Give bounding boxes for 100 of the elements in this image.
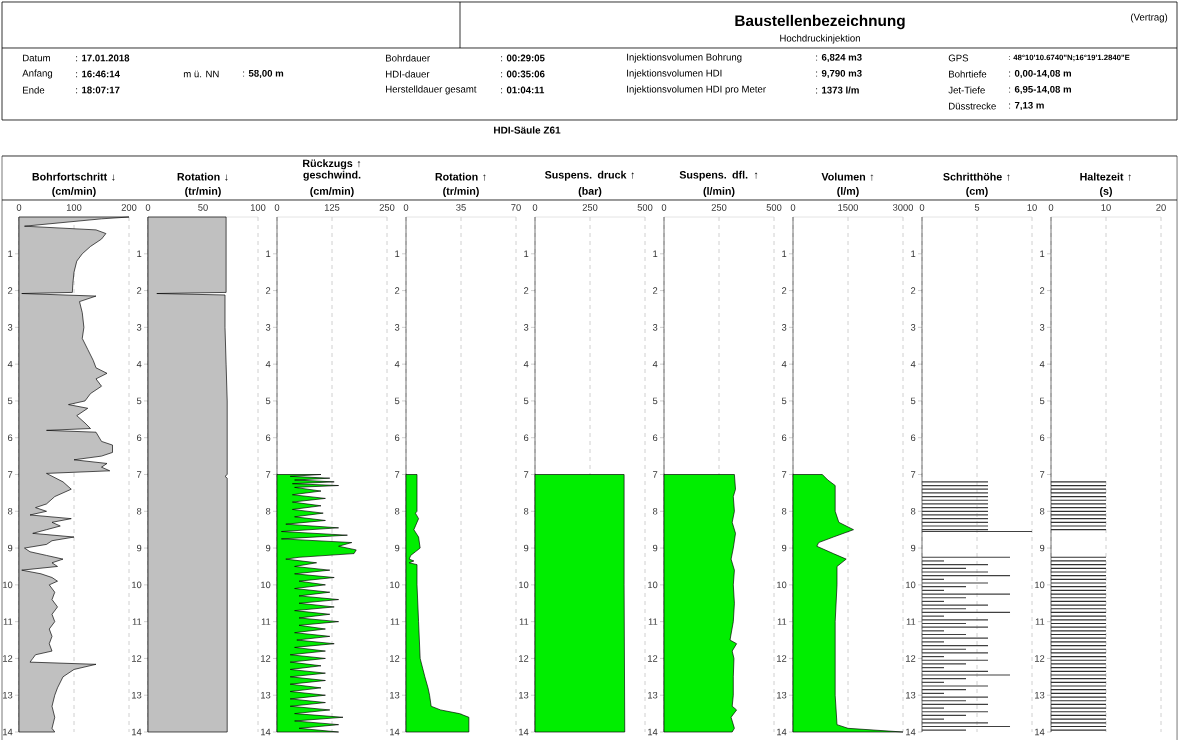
text: Injektionsvolumen HDI pro Meter bbox=[627, 85, 766, 95]
y-tick-label: 5 bbox=[652, 397, 658, 405]
y-tick-label: 8 bbox=[523, 508, 529, 515]
y-tick-label: 2 bbox=[1040, 287, 1045, 294]
y-tick-label: 12 bbox=[1035, 655, 1045, 662]
y-tick-label: 10 bbox=[132, 581, 142, 589]
text: HDI-dauer bbox=[386, 70, 430, 78]
text: m ü. NN bbox=[183, 70, 219, 78]
x-tick-label: 50 bbox=[198, 204, 208, 211]
y-tick-label: 14 bbox=[390, 728, 400, 736]
y-tick-label: 4 bbox=[394, 360, 400, 368]
x-tick-label: 250 bbox=[379, 204, 395, 211]
text: HDI-Säule Z61 bbox=[494, 126, 561, 134]
text: Datum bbox=[23, 54, 50, 62]
y-tick-label: 2 bbox=[782, 287, 787, 294]
text: : 0,00-14,08 m bbox=[1009, 69, 1071, 79]
y-tick-label: 6 bbox=[653, 434, 658, 442]
x-tick-label: 100 bbox=[250, 204, 266, 211]
y-tick-label: 13 bbox=[3, 691, 13, 699]
y-tick-label: 2 bbox=[395, 287, 400, 294]
text: Jet-Tiefe bbox=[948, 86, 985, 94]
chart-title: Rotation ↓ bbox=[177, 172, 228, 181]
y-tick-label: 12 bbox=[777, 655, 787, 662]
chart-title: Rückzugs ↑ geschwind. bbox=[303, 159, 361, 181]
y-tick-label: 7 bbox=[8, 471, 13, 478]
text: Hochdruckinjektion bbox=[780, 34, 860, 44]
y-tick-label: 5 bbox=[523, 397, 529, 405]
x-tick-label: 250 bbox=[582, 204, 598, 211]
chart-title: Schritthöhe ↑ bbox=[943, 172, 1010, 181]
y-tick-label: 9 bbox=[1039, 544, 1045, 552]
y-tick-label: 5 bbox=[394, 397, 400, 405]
y-tick-label: 7 bbox=[1040, 471, 1045, 478]
y-tick-label: 4 bbox=[1039, 360, 1045, 368]
x-tick-label: 20 bbox=[1156, 204, 1166, 211]
x-tick-label: 250 bbox=[711, 204, 727, 211]
y-tick-label: 3 bbox=[1039, 324, 1045, 331]
text: Injektionsvolumen HDI bbox=[627, 69, 722, 79]
text: Ende bbox=[23, 86, 45, 94]
y-tick-label: 4 bbox=[136, 360, 142, 368]
y-tick-label: 7 bbox=[395, 471, 400, 478]
y-tick-label: 3 bbox=[910, 324, 916, 331]
y-tick-label: 14 bbox=[519, 728, 529, 736]
x-tick-label: 0 bbox=[1048, 204, 1054, 211]
y-tick-label: 2 bbox=[524, 287, 529, 294]
x-axis-title: (cm/min) bbox=[52, 187, 96, 197]
y-tick-label: 10 bbox=[648, 581, 658, 589]
y-tick-label: 2 bbox=[8, 287, 13, 294]
y-tick-label: 8 bbox=[136, 508, 142, 515]
y-tick-label: 1 bbox=[395, 250, 400, 257]
y-tick-label: 12 bbox=[906, 655, 916, 662]
text: : 01:04:11 bbox=[501, 86, 545, 94]
y-tick-label: 6 bbox=[8, 434, 13, 442]
y-tick-label: 3 bbox=[652, 324, 658, 331]
x-tick-label: 200 bbox=[121, 204, 137, 211]
y-tick-label: 6 bbox=[395, 434, 400, 442]
text: Herstelldauer gesamt bbox=[386, 85, 477, 95]
y-tick-label: 11 bbox=[261, 618, 271, 625]
y-tick-label: 8 bbox=[652, 508, 658, 515]
y-tick-label: 13 bbox=[132, 691, 142, 699]
y-tick-label: 3 bbox=[394, 324, 400, 331]
text: : 6,824 m3 bbox=[816, 53, 862, 63]
text: : 17.01.2018 bbox=[76, 54, 130, 62]
text: Düsstrecke bbox=[949, 102, 996, 110]
text: : 58,00 m bbox=[243, 69, 284, 79]
y-tick-label: 7 bbox=[266, 471, 271, 478]
x-tick-label: 0 bbox=[145, 204, 151, 211]
y-tick-label: 10 bbox=[390, 581, 400, 589]
y-tick-label: 11 bbox=[648, 618, 658, 625]
text: (Vertrag) bbox=[1130, 13, 1168, 23]
text: : 16:46:14 bbox=[76, 70, 120, 78]
y-tick-label: 14 bbox=[648, 728, 658, 736]
y-tick-label: 4 bbox=[910, 360, 916, 368]
x-tick-label: 0 bbox=[919, 204, 925, 211]
y-tick-label: 13 bbox=[261, 691, 271, 699]
y-tick-label: 10 bbox=[3, 581, 13, 589]
y-tick-label: 4 bbox=[781, 360, 787, 368]
y-tick-label: 9 bbox=[136, 544, 142, 552]
y-tick-label: 11 bbox=[519, 618, 529, 625]
text: GPS bbox=[948, 54, 969, 62]
x-axis-title: (s) bbox=[1100, 187, 1112, 197]
y-tick-label: 8 bbox=[781, 508, 787, 515]
x-tick-label: 10 bbox=[1027, 204, 1037, 211]
y-tick-label: 3 bbox=[523, 324, 529, 331]
x-tick-label: 1500 bbox=[838, 204, 859, 211]
y-tick-label: 1 bbox=[1040, 250, 1045, 257]
y-tick-label: 11 bbox=[906, 618, 916, 625]
y-tick-label: 3 bbox=[265, 324, 271, 331]
y-tick-label: 10 bbox=[519, 581, 529, 589]
y-tick-label: 9 bbox=[394, 544, 400, 552]
y-tick-label: 6 bbox=[911, 434, 916, 442]
y-tick-label: 13 bbox=[1035, 691, 1045, 699]
text: : 7,13 m bbox=[1009, 101, 1044, 111]
y-tick-label: 1 bbox=[266, 250, 271, 257]
y-tick-label: 1 bbox=[8, 250, 13, 257]
y-tick-label: 8 bbox=[7, 508, 13, 515]
x-tick-label: 0 bbox=[661, 204, 667, 211]
y-tick-label: 14 bbox=[777, 728, 787, 736]
text: : 9,790 m3 bbox=[816, 69, 862, 79]
chart-title: Bohrfortschritt ↓ bbox=[32, 172, 115, 181]
text: : 1373 l/m bbox=[816, 86, 859, 94]
